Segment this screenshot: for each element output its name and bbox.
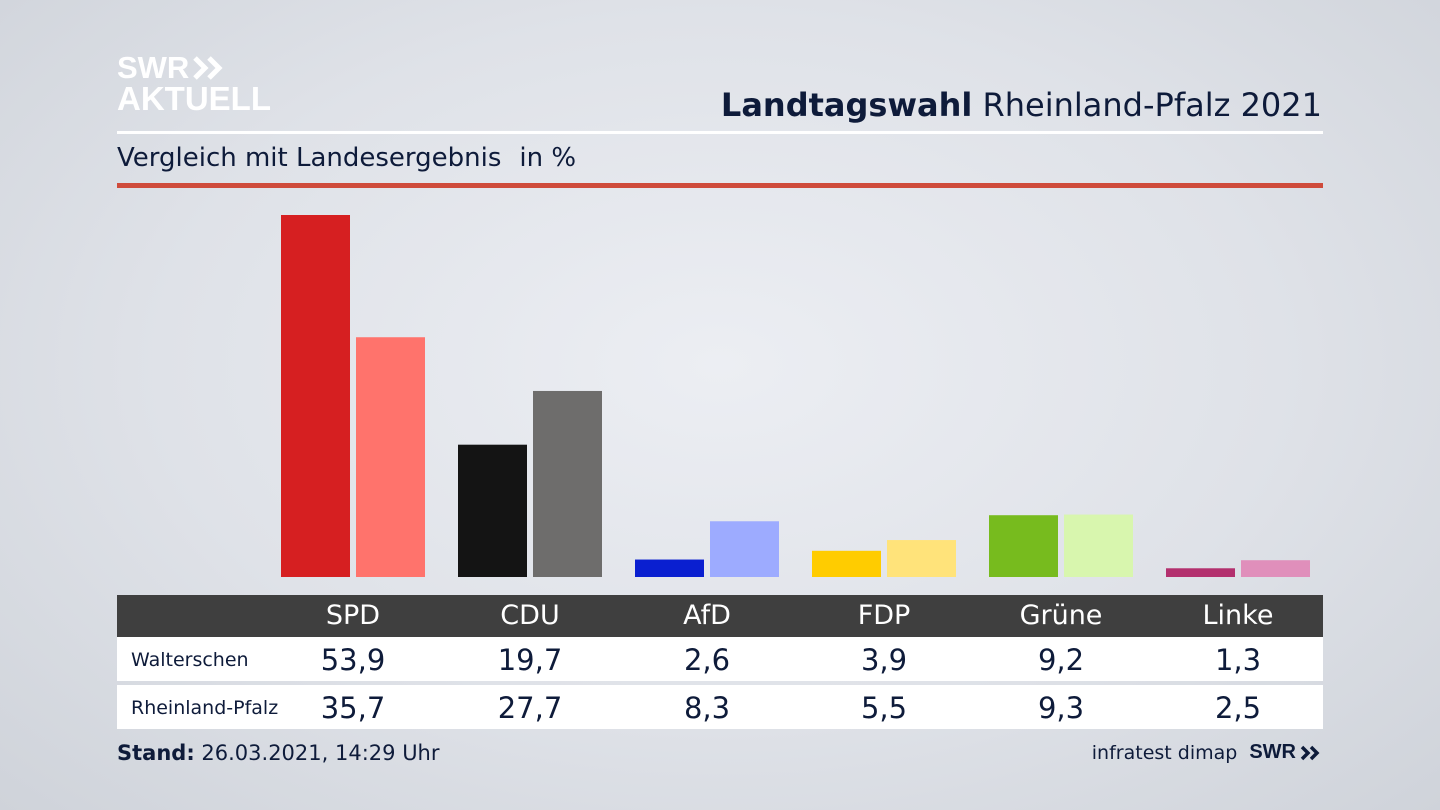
value-cell: 35,7	[320, 691, 386, 725]
title-rest: Rheinland-Pfalz 2021	[982, 86, 1322, 124]
bar-spd-walterschen	[281, 215, 350, 577]
title-bold: Landtagswahl	[720, 86, 973, 124]
source-credit: infratest dimap SWR	[1092, 741, 1322, 764]
column-header-linke: Linke	[1202, 600, 1274, 631]
stand-value: 26.03.2021, 14:29 Uhr	[201, 741, 440, 765]
table-row: Rheinland-Pfalz 35,7 27,7 8,3 5,5 9,3 2,5	[117, 685, 1323, 729]
bar-chart	[281, 215, 1310, 577]
value-cell: 2,6	[683, 643, 731, 677]
column-header-afd: AfD	[683, 600, 731, 631]
value-cell: 53,9	[320, 643, 386, 677]
source-text: infratest dimap	[1091, 741, 1238, 764]
footer-double-chevron-icon	[1300, 745, 1322, 761]
header-divider	[117, 131, 1323, 134]
accent-rule	[117, 183, 1323, 188]
table-header-row: SPD CDU AfD FDP Grüne Linke	[117, 595, 1323, 637]
column-header-fdp: FDP	[857, 600, 911, 631]
row-label-walterschen: Walterschen	[131, 649, 249, 671]
value-cell: 9,2	[1037, 643, 1085, 677]
column-header-spd: SPD	[325, 600, 381, 631]
value-cell: 19,7	[497, 643, 563, 677]
footer-swr-logo: SWR	[1249, 741, 1322, 764]
bar-cdu-rheinland-pfalz	[533, 390, 602, 577]
bar-cdu-walterschen	[458, 444, 527, 577]
column-header-grne: Grüne	[1019, 600, 1103, 631]
bar-fdp-walterschen	[812, 550, 881, 577]
bar-linke-walterschen	[1166, 568, 1235, 577]
value-cell: 5,5	[860, 691, 908, 725]
column-header-cdu: CDU	[500, 600, 560, 631]
chart-subtitle: Vergleich mit Landesergebnis in %	[117, 143, 576, 173]
logo-swr-text: SWR	[117, 50, 190, 85]
bar-afd-rheinland-pfalz	[710, 521, 779, 577]
unit-label: in %	[519, 143, 577, 173]
bar-afd-walterschen	[635, 559, 704, 577]
footer-swr-text: SWR	[1249, 741, 1296, 763]
value-cell: 1,3	[1214, 643, 1262, 677]
page-title: Landtagswahl Rheinland-Pfalz 2021	[721, 86, 1322, 124]
timestamp: Stand: 26.03.2021, 14:29 Uhr	[117, 741, 440, 765]
stand-label: Stand:	[117, 741, 195, 765]
bar-spd-rheinland-pfalz	[356, 337, 425, 577]
value-cell: 9,3	[1037, 691, 1085, 725]
table-row: Walterschen 53,9 19,7 2,6 3,9 9,2 1,3	[117, 637, 1323, 681]
bar-fdp-rheinland-pfalz	[887, 540, 956, 577]
logo-aktuell-text: AKTUELL	[117, 80, 271, 117]
row-label-rheinland-pfalz: Rheinland-Pfalz	[131, 697, 279, 719]
bar-grne-rheinland-pfalz	[1064, 514, 1133, 577]
subtitle-text: Vergleich mit Landesergebnis	[117, 143, 502, 173]
bar-grne-walterschen	[989, 515, 1058, 577]
value-cell: 2,5	[1214, 691, 1262, 725]
value-cell: 3,9	[860, 643, 908, 677]
swr-aktuell-logo: SWR AKTUELL	[117, 50, 271, 117]
value-cell: 27,7	[497, 691, 563, 725]
results-table: SPD CDU AfD FDP Grüne Linke Walterschen 53,9 1…	[117, 595, 1323, 729]
bar-linke-rheinland-pfalz	[1241, 560, 1310, 577]
double-chevron-icon	[193, 55, 225, 80]
value-cell: 8,3	[683, 691, 731, 725]
